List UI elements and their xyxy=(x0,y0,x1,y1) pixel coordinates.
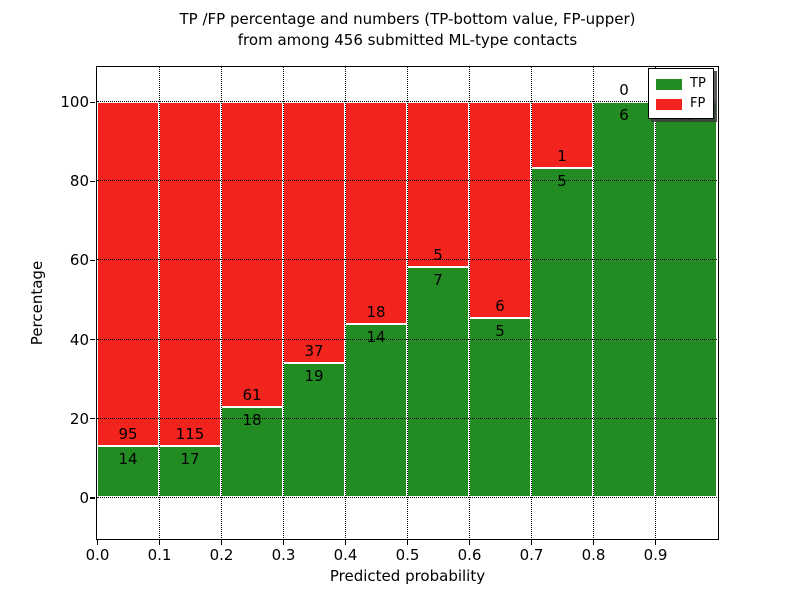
legend-row-tp: TP xyxy=(656,74,713,94)
x-tick-mark xyxy=(654,540,657,545)
tp-count-label: 7 xyxy=(433,270,443,289)
fp-bar-segment xyxy=(407,101,469,267)
x-tick-mark xyxy=(530,540,533,545)
tp-count-label: 6 xyxy=(619,105,629,124)
fp-bar-segment xyxy=(221,101,283,408)
fp-bar-segment xyxy=(469,101,531,318)
fp-count-label: 6 xyxy=(495,296,505,315)
tp-bar-segment xyxy=(159,446,221,498)
fp-count-label: 115 xyxy=(175,425,205,444)
tp-count-label: 14 xyxy=(366,328,386,347)
y-tick-label: 40 xyxy=(69,330,89,349)
x-gridline xyxy=(220,67,222,538)
x-tick-label: 0.3 xyxy=(271,546,296,564)
x-axis-label: Predicted probability xyxy=(329,567,486,585)
legend-label-fp: FP xyxy=(690,96,706,111)
x-tick-mark xyxy=(592,540,595,545)
x-tick-mark xyxy=(344,540,347,545)
tp-bar-segment xyxy=(97,446,159,498)
tp-count-label: 5 xyxy=(495,321,505,340)
x-tick-label: 0.5 xyxy=(395,546,420,564)
x-tick-label: 0.2 xyxy=(209,546,234,564)
x-tick-label: 0.0 xyxy=(85,546,110,564)
x-tick-label: 0.4 xyxy=(333,546,358,564)
fp-count-label: 5 xyxy=(433,245,443,264)
fp-count-label: 95 xyxy=(118,425,138,444)
fp-bar-segment xyxy=(97,101,159,447)
x-gridline xyxy=(282,67,284,538)
x-gridline xyxy=(654,67,656,538)
tp-bar-segment xyxy=(531,167,593,498)
x-gridline xyxy=(158,67,160,538)
chart-title-line2: from among 456 submitted ML-type contact… xyxy=(237,31,578,49)
chart-title: TP /FP percentage and numbers (TP-bottom… xyxy=(96,9,719,51)
y-tick-label: 60 xyxy=(69,251,89,270)
tp-count-label: 18 xyxy=(242,411,262,430)
tp-bar-segment xyxy=(655,101,717,498)
tp-count-label: 14 xyxy=(118,450,138,469)
plot-area: TP FP 95141151761183719181457651506013 xyxy=(96,66,719,540)
fp-count-label: 1 xyxy=(557,146,567,165)
x-tick-mark xyxy=(406,540,409,545)
fp-bar-segment xyxy=(345,101,407,325)
tp-swatch xyxy=(656,78,682,90)
tp-bar-segment xyxy=(407,266,469,498)
x-tick-label: 0.9 xyxy=(643,546,668,564)
y-tick-label: 80 xyxy=(69,172,89,191)
fp-bar-segment xyxy=(531,101,593,168)
legend: TP FP xyxy=(648,68,714,119)
tp-bar-segment xyxy=(345,324,407,498)
y-tick-label: 20 xyxy=(69,409,89,428)
x-gridline xyxy=(406,67,408,538)
fp-count-label: 18 xyxy=(366,303,386,322)
x-gridline xyxy=(530,67,532,538)
legend-row-fp: FP xyxy=(656,94,713,114)
y-tick-label: 100 xyxy=(60,93,89,112)
x-gridline xyxy=(592,67,594,538)
x-gridline xyxy=(344,67,346,538)
fp-bar-segment xyxy=(159,101,221,447)
fp-count-label: 61 xyxy=(242,386,262,405)
y-tick-label: 0 xyxy=(79,488,89,507)
y-tick-mark xyxy=(90,259,95,262)
y-tick-mark xyxy=(90,497,95,499)
y-tick-mark xyxy=(90,101,95,104)
x-tick-label: 0.1 xyxy=(147,546,172,564)
x-tick-mark xyxy=(158,540,161,545)
fp-bar-segment xyxy=(283,101,345,364)
x-tick-label: 0.6 xyxy=(457,546,482,564)
y-tick-mark xyxy=(90,338,95,341)
y-tick-mark xyxy=(90,417,95,420)
fp-count-label: 0 xyxy=(619,80,629,99)
x-tick-label: 0.8 xyxy=(581,546,606,564)
x-tick-mark xyxy=(282,540,285,545)
x-tick-mark xyxy=(468,540,471,545)
x-tick-label: 0.7 xyxy=(519,546,544,564)
tp-bar-segment xyxy=(469,317,531,498)
chart-title-line1: TP /FP percentage and numbers (TP-bottom… xyxy=(179,10,636,28)
x-tick-mark xyxy=(96,540,99,545)
tp-bar-segment xyxy=(593,101,655,498)
fp-count-label: 37 xyxy=(304,342,324,361)
fp-swatch xyxy=(656,98,682,110)
tp-bar-segment xyxy=(221,407,283,498)
y-tick-mark xyxy=(90,180,95,183)
legend-label-tp: TP xyxy=(690,76,706,91)
tp-count-label: 17 xyxy=(180,450,200,469)
x-gridline xyxy=(468,67,470,538)
tp-count-label: 5 xyxy=(557,171,567,190)
tp-count-label: 19 xyxy=(304,367,324,386)
x-tick-mark xyxy=(220,540,223,545)
